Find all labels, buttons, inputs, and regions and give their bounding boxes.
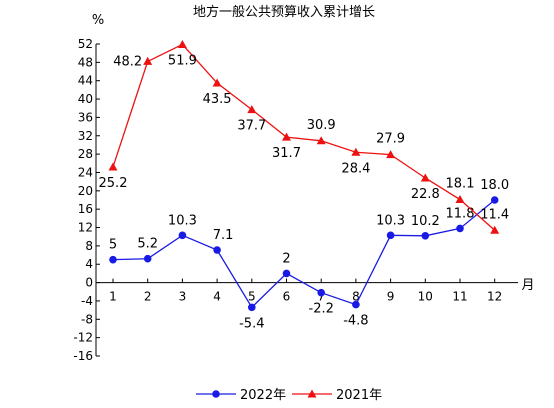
data-point (143, 56, 153, 65)
series-line-2021年 (112, 43, 496, 231)
data-point (212, 78, 222, 87)
data-label: -2.2 (309, 302, 334, 317)
y-tick-label: 44 (78, 74, 93, 88)
x-tick-label: 6 (283, 290, 291, 304)
x-tick-label: 8 (352, 290, 360, 304)
data-point (351, 147, 361, 156)
data-label: 27.9 (376, 132, 405, 147)
data-label: 22.8 (411, 187, 440, 202)
x-tick-label: 11 (452, 290, 467, 304)
legend-marker (212, 390, 220, 398)
y-tick-label: 28 (78, 147, 93, 161)
y-tick-label: -4 (81, 294, 93, 308)
data-point (490, 225, 500, 234)
data-label: 18.1 (446, 177, 475, 192)
x-axis-unit: 月 (521, 278, 534, 293)
data-label: 11.4 (480, 207, 509, 222)
data-point (317, 288, 326, 297)
data-label: 48.2 (113, 54, 142, 69)
x-tick-label: 12 (487, 290, 502, 304)
data-label: 25.2 (99, 176, 128, 191)
x-tick-label: 1 (109, 290, 117, 304)
y-tick-label: 20 (78, 184, 93, 198)
legend-item: 2022年 (196, 388, 286, 403)
y-tick-label: 36 (78, 110, 93, 124)
data-point (352, 300, 360, 309)
data-point (421, 231, 430, 240)
data-label: 31.7 (272, 146, 301, 161)
data-label: -5.4 (239, 316, 264, 331)
series-line-2022年 (112, 199, 496, 309)
data-label: 5 (109, 238, 117, 253)
y-tick-label: 52 (78, 37, 93, 51)
x-tick-label: 3 (179, 290, 187, 304)
series-2021年: 25.2 48.2 51.9 43.5 37.7 31.7 30.9 28.4 27.9 22.8… (99, 39, 509, 234)
data-label: 37.7 (237, 119, 266, 134)
y-tick-label: 32 (78, 129, 93, 143)
data-label: 18.0 (480, 178, 509, 193)
y-tick-label: 0 (85, 276, 93, 290)
y-tick-label: 4 (85, 257, 93, 271)
x-tick-label: 5 (248, 290, 256, 304)
data-label: -4.8 (343, 314, 368, 329)
data-label: 5.2 (137, 237, 158, 252)
data-point (456, 224, 464, 233)
legend-marker (307, 389, 317, 398)
x-tick-label: 9 (387, 290, 395, 304)
data-point (316, 136, 326, 145)
y-tick-label: 48 (78, 55, 93, 69)
data-label: 2 (282, 251, 290, 266)
series-2022年: 5 5.2 10.3 7.1 -5.4 2 -2.2 -4.8 10.3 10.2 11.8 18.0 (109, 178, 509, 331)
data-point (108, 162, 118, 171)
legend-label: 2022年 (240, 388, 286, 403)
data-label: 7.1 (213, 228, 234, 243)
data-label: 28.4 (341, 161, 370, 176)
data-point (282, 132, 291, 141)
x-tick-label: 4 (213, 290, 221, 304)
y-tick-label: -12 (73, 331, 93, 345)
data-label: 10.3 (376, 213, 405, 228)
y-tick-label: 40 (78, 92, 93, 106)
y-tick-label: 24 (78, 165, 93, 179)
y-tick-label: 16 (78, 202, 93, 216)
data-label: 43.5 (203, 92, 232, 107)
data-label: 51.9 (168, 53, 197, 68)
chart-title: 地方一般公共预算收入累计增长 (193, 4, 375, 20)
y-tick-label: -16 (73, 349, 93, 363)
data-label: 10.2 (411, 214, 440, 229)
data-point (248, 303, 256, 312)
y-tick-label: 12 (78, 221, 93, 235)
x-tick-label: 7 (317, 290, 325, 304)
data-point (177, 39, 187, 48)
data-label: 10.3 (168, 213, 197, 228)
data-label: 11.8 (446, 206, 475, 221)
data-point (386, 231, 395, 240)
y-axis-unit: % (92, 13, 104, 28)
legend-label: 2021年 (336, 388, 382, 403)
y-tick-label: -8 (81, 312, 93, 326)
x-tick-label: 2 (144, 290, 152, 304)
data-point (386, 150, 396, 159)
data-point (455, 195, 465, 204)
data-point (420, 173, 430, 182)
x-tick-label: 10 (418, 290, 433, 304)
legend-item: 2021年 (292, 388, 382, 403)
data-point (490, 196, 499, 204)
data-point (109, 255, 117, 264)
y-tick-label: 8 (85, 239, 93, 253)
data-point (282, 269, 291, 278)
data-point (213, 246, 221, 254)
data-point (178, 231, 187, 240)
data-point (247, 105, 257, 114)
data-point (143, 254, 152, 263)
data-label: 30.9 (307, 118, 336, 133)
